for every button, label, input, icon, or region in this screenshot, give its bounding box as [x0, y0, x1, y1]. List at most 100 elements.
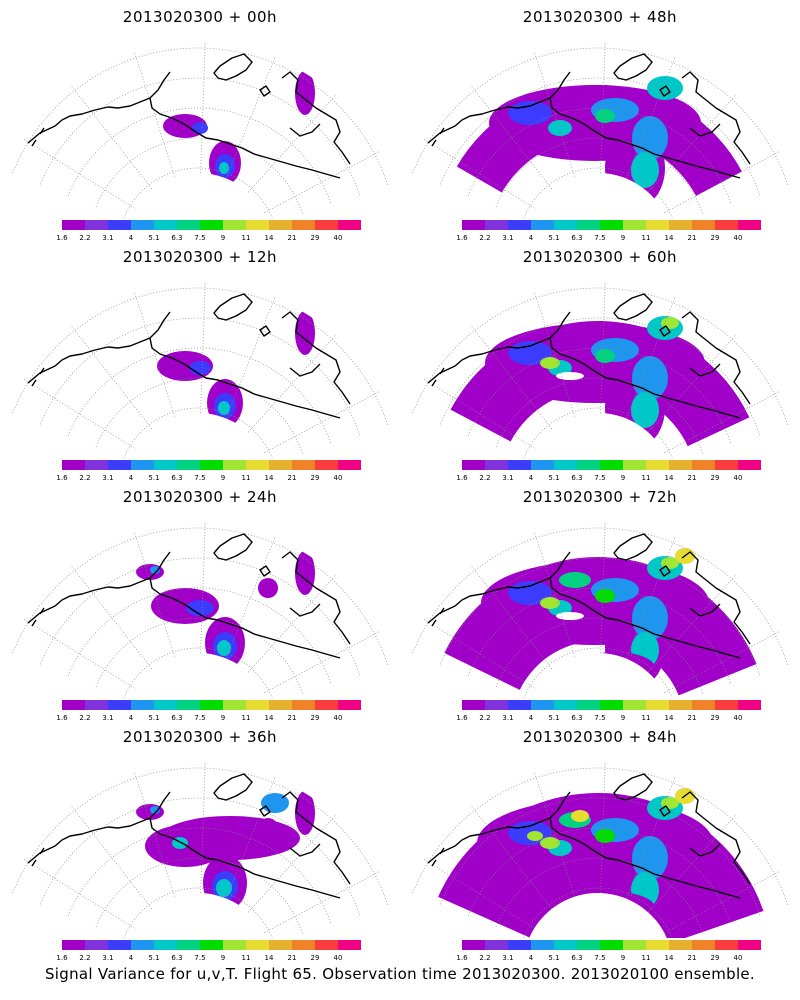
graticule	[412, 283, 789, 458]
colorbar-label: 2.2	[479, 474, 491, 482]
colorbar-swatch	[600, 460, 623, 470]
colorbar-label: 29	[310, 714, 320, 722]
colorbar-swatch	[577, 940, 600, 950]
map-panel: 2013020300 + 24h 1.6 2.2 3.1 4 5.1 6.3 7.5 9 11 14…	[0, 480, 400, 722]
polar-map	[412, 283, 789, 458]
colorbar-swatch	[315, 460, 338, 470]
polar-map	[12, 763, 389, 938]
colorbar-swatch	[669, 940, 692, 950]
coastline	[27, 773, 351, 899]
colorbar-label: 14	[664, 954, 674, 962]
colorbar-swatch	[554, 220, 577, 230]
colorbar-label: 7.5	[594, 234, 606, 242]
colorbar-swatch	[85, 940, 108, 950]
colorbar-swatch	[692, 220, 715, 230]
colorbar-label: 11	[641, 234, 651, 242]
colorbar-label: 9	[620, 234, 626, 242]
colorbar-label: 3.1	[502, 954, 514, 962]
colorbar-label: 2.2	[79, 714, 91, 722]
coastline	[427, 533, 751, 659]
colorbar-swatch	[554, 940, 577, 950]
colorbar-swatch	[62, 220, 85, 230]
colorbar-label: 9	[220, 474, 226, 482]
colorbar-label: 11	[241, 714, 251, 722]
colorbar-label: 5.1	[548, 234, 560, 242]
colorbar-label: 9	[620, 474, 626, 482]
colorbar-swatch	[669, 220, 692, 230]
colorbar-swatch	[315, 940, 338, 950]
colorbar-swatch	[62, 940, 85, 950]
colorbar-label: 21	[287, 474, 297, 482]
colorbar-label: 6.3	[571, 474, 583, 482]
colorbar-swatch	[738, 940, 761, 950]
colorbar-swatch	[577, 700, 600, 710]
colorbar-swatch	[738, 220, 761, 230]
colorbar-label: 3.1	[102, 234, 114, 242]
colorbar-label: 9	[220, 954, 226, 962]
colorbar-label: 7.5	[594, 714, 606, 722]
variance-field	[456, 76, 742, 208]
colorbar-label: 3.1	[502, 714, 514, 722]
colorbar-swatch	[85, 220, 108, 230]
colorbar-label: 14	[664, 474, 674, 482]
colorbar-label: 4	[528, 234, 534, 242]
colorbar-swatch	[338, 460, 361, 470]
colorbar-swatch	[508, 940, 531, 950]
figure-caption: Signal Variance for u,v,T. Flight 65. Ob…	[44, 965, 756, 983]
colorbar-label: 7.5	[194, 474, 206, 482]
colorbar-swatch	[131, 700, 154, 710]
colorbar-label: 7.5	[594, 474, 606, 482]
colorbar-swatch	[692, 460, 715, 470]
colorbar-label: 4	[128, 474, 134, 482]
coastline	[27, 53, 351, 179]
colorbar-swatch	[600, 940, 623, 950]
colorbar-swatch	[577, 220, 600, 230]
map-panel: 2013020300 + 84h 1.6 2.2 3.1 4 5.1 6.3 7.5 9 11 14…	[400, 720, 800, 962]
colorbar-label: 29	[310, 954, 320, 962]
colorbar-label: 11	[641, 954, 651, 962]
colorbar-swatch	[600, 700, 623, 710]
colorbar-label: 5.1	[148, 954, 160, 962]
colorbar-label: 5.1	[548, 474, 560, 482]
colorbar-swatch	[738, 700, 761, 710]
colorbar-label: 29	[710, 234, 720, 242]
colorbar-label: 29	[310, 234, 320, 242]
colorbar-swatch	[338, 700, 361, 710]
colorbar-swatch	[508, 220, 531, 230]
colorbar-label: 29	[710, 714, 720, 722]
colorbar-label: 29	[310, 474, 320, 482]
colorbar-swatch	[554, 700, 577, 710]
colorbar-label: 4	[528, 474, 534, 482]
variance-field	[444, 548, 757, 696]
colorbar-label: 40	[733, 714, 743, 722]
colorbar-label: 4	[528, 954, 534, 962]
colorbar-swatch	[715, 460, 738, 470]
coastline	[27, 533, 351, 659]
colorbar-swatch	[531, 940, 554, 950]
colorbar-label: 40	[333, 474, 343, 482]
colorbar-label: 5.1	[148, 714, 160, 722]
colorbar-swatch	[692, 940, 715, 950]
colorbar-label: 4	[528, 714, 534, 722]
colorbar-swatch	[131, 460, 154, 470]
colorbar-label: 7.5	[194, 954, 206, 962]
colorbar-swatch	[108, 940, 131, 950]
colorbar-label: 5.1	[148, 474, 160, 482]
colorbar-label: 11	[641, 714, 651, 722]
colorbar-label: 14	[664, 714, 674, 722]
colorbar-swatch	[154, 220, 177, 230]
colorbar-swatch	[269, 220, 292, 230]
colorbar-label: 1.6	[456, 954, 468, 962]
panel-title: 2013020300 + 24h	[122, 488, 278, 506]
colorbar	[62, 460, 361, 470]
colorbar-label: 21	[287, 234, 297, 242]
colorbar-swatch	[462, 220, 485, 230]
colorbar-swatch	[462, 940, 485, 950]
colorbar-swatch	[200, 940, 223, 950]
colorbar-swatch	[269, 460, 292, 470]
graticule	[412, 43, 789, 218]
colorbar-label: 4	[128, 714, 134, 722]
colorbar-labels: 1.6 2.2 3.1 4 5.1 6.3 7.5 9 11 14 21 29 40	[456, 714, 761, 724]
colorbar-swatch	[646, 700, 669, 710]
colorbar-swatch	[315, 220, 338, 230]
